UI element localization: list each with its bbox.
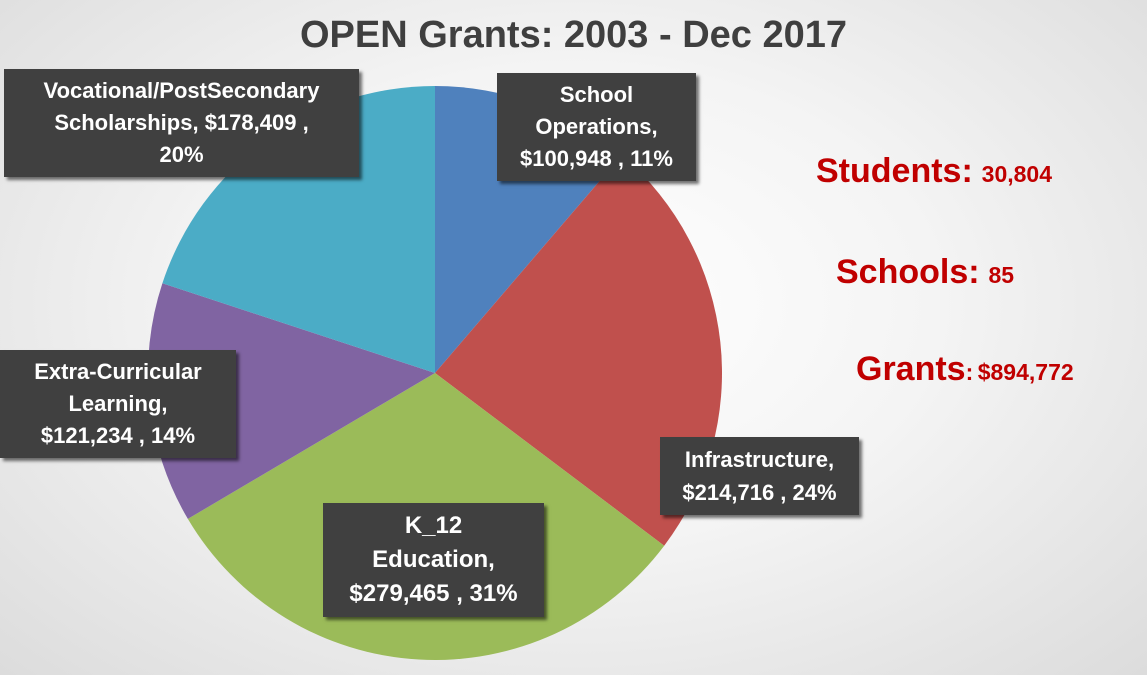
- data-label-line: Learning,: [68, 391, 168, 416]
- data-label-k12-education: K_12 Education, $279,465 , 31%: [323, 503, 544, 617]
- schools-value: 85: [988, 262, 1015, 288]
- data-label-school-operations: School Operations, $100,948 , 11%: [497, 73, 696, 181]
- students-stat: Students: 30,804: [816, 152, 1052, 191]
- data-label-line: $121,234 , 14%: [40, 423, 196, 448]
- data-label-line: Vocational/PostSecondary: [43, 78, 320, 103]
- data-label-line: Extra-Curricular: [34, 359, 202, 384]
- grants-label: Grants: [856, 350, 966, 388]
- data-label-extra-curricular: Extra-Curricular Learning, $121,234 , 14…: [0, 350, 236, 458]
- data-label-line: $214,716 , 24%: [682, 480, 837, 505]
- grants-value: $894,772: [977, 359, 1074, 385]
- data-label-line: Infrastructure,: [684, 447, 835, 472]
- data-label-line: Operations,: [535, 114, 658, 139]
- grants-colon: :: [965, 359, 974, 385]
- data-label-line: $279,465 , 31%: [349, 580, 518, 607]
- data-label-infrastructure: Infrastructure, $214,716 , 24%: [660, 437, 859, 515]
- data-label-line: School: [559, 82, 634, 107]
- schools-label: Schools:: [836, 253, 980, 291]
- grants-stat: Grants: $894,772: [856, 350, 1074, 389]
- data-label-line: $100,948 , 11%: [520, 146, 673, 171]
- pie-slice-infrastructure: [435, 155, 722, 546]
- data-label-line: Scholarships, $178,409 ,: [54, 110, 309, 135]
- data-label-line: K_12: [404, 512, 463, 539]
- data-label-line: 20%: [159, 142, 204, 167]
- students-value: 30,804: [981, 161, 1053, 187]
- schools-stat: Schools: 85: [836, 253, 1014, 292]
- data-label-line: Education,: [372, 546, 495, 573]
- students-label: Students:: [816, 152, 973, 190]
- pie-slice-extra-curricular-learning: [148, 283, 436, 519]
- pie-slice-vocational-postsecondary-scholarships: [162, 86, 435, 373]
- data-label-vocational: Vocational/PostSecondary Scholarships, $…: [4, 69, 359, 177]
- chart-title: OPEN Grants: 2003 - Dec 2017: [299, 14, 848, 56]
